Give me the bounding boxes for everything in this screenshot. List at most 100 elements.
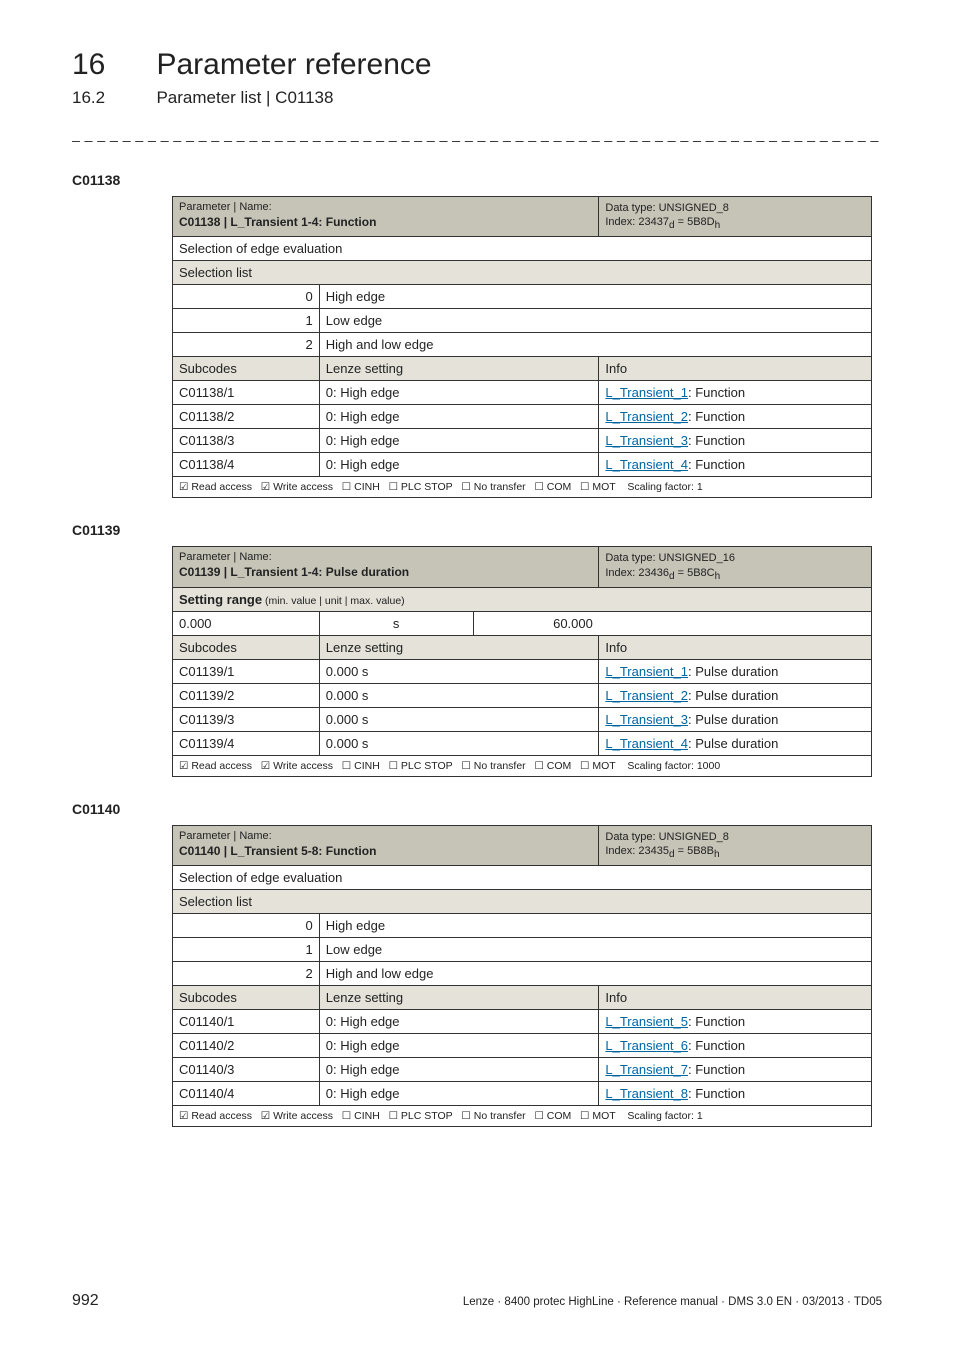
setting: 0: High edge: [319, 1058, 599, 1082]
sel-idx: 0: [173, 285, 320, 309]
write-access: ☑ Write access: [261, 760, 333, 772]
plc-access: ☐ PLC STOP: [389, 1110, 453, 1122]
scaling-factor: Scaling factor: 1: [627, 1110, 702, 1122]
table-row: C01140/30: High edgeL_Transient_7: Funct…: [173, 1058, 872, 1082]
setting-range-label: Setting range: [179, 592, 262, 607]
write-access: ☑ Write access: [261, 1110, 333, 1122]
lenze-setting-label: Lenze setting: [319, 357, 599, 381]
table-row: Selection of edge evaluation: [173, 237, 872, 261]
transient-link[interactable]: L_Transient_8: [605, 1086, 688, 1101]
link-suffix: : Function: [688, 457, 745, 472]
setting: 0.000 s: [319, 683, 599, 707]
table-row: Setting range (min. value | unit | max. …: [173, 587, 872, 611]
subcode: C01139/3: [173, 707, 320, 731]
transient-link[interactable]: L_Transient_7: [605, 1062, 688, 1077]
setting: 0.000 s: [319, 707, 599, 731]
transient-link[interactable]: L_Transient_1: [605, 664, 688, 679]
transient-link[interactable]: L_Transient_6: [605, 1038, 688, 1053]
data-type: Data type: UNSIGNED_8: [605, 202, 729, 214]
index-h: h: [714, 849, 720, 860]
page-footer: 992 Lenze · 8400 protec HighLine · Refer…: [72, 1292, 882, 1310]
sel-label: High and low edge: [319, 962, 599, 986]
table-row: Selection list: [173, 890, 872, 914]
table-row: Subcodes Lenze setting Info: [173, 357, 872, 381]
setting: 0: High edge: [319, 453, 599, 477]
range-max: 60.000: [473, 611, 599, 635]
chapter-number: 16: [72, 48, 152, 82]
subcodes-label: Subcodes: [173, 635, 320, 659]
link-suffix: : Pulse duration: [688, 664, 778, 679]
index-eq: = 5B8D: [675, 216, 715, 228]
table-header-row: Parameter | Name: C01140 | L_Transient 5…: [173, 825, 872, 865]
notransfer-access: ☐ No transfer: [461, 481, 525, 493]
index-h: h: [715, 220, 721, 231]
mot-access: ☐ MOT: [580, 481, 616, 493]
range-unit: s: [319, 611, 473, 635]
link-suffix: : Pulse duration: [688, 736, 778, 751]
page-number: 992: [72, 1292, 99, 1310]
plc-access: ☐ PLC STOP: [389, 760, 453, 772]
cinh-access: ☐ CINH: [342, 481, 380, 493]
table-row: 2High and low edge: [173, 333, 872, 357]
table-row: 0High edge: [173, 285, 872, 309]
setting-range-sub: (min. value | unit | max. value): [262, 595, 405, 607]
transient-link[interactable]: L_Transient_3: [605, 433, 688, 448]
table-c01140: Parameter | Name: C01140 | L_Transient 5…: [172, 825, 872, 1127]
param-name-label: Parameter | Name:: [179, 201, 592, 215]
table-row: Selection list: [173, 261, 872, 285]
section-heading: 16.2 Parameter list | C01138: [72, 88, 882, 108]
setting: 0.000 s: [319, 659, 599, 683]
notransfer-access: ☐ No transfer: [461, 760, 525, 772]
table-row: C01138/30: High edgeL_Transient_3: Funct…: [173, 429, 872, 453]
link-suffix: : Pulse duration: [688, 688, 778, 703]
divider-dashes: _ _ _ _ _ _ _ _ _ _ _ _ _ _ _ _ _ _ _ _ …: [72, 126, 882, 142]
link-suffix: : Function: [688, 1086, 745, 1101]
transient-link[interactable]: L_Transient_3: [605, 712, 688, 727]
link-suffix: : Function: [688, 1038, 745, 1053]
read-access: ☑ Read access: [179, 1110, 252, 1122]
info-label: Info: [599, 986, 872, 1010]
transient-link[interactable]: L_Transient_4: [605, 736, 688, 751]
subcode: C01138/3: [173, 429, 320, 453]
table-row: C01140/40: High edgeL_Transient_8: Funct…: [173, 1082, 872, 1106]
subcode: C01140/2: [173, 1034, 320, 1058]
transient-link[interactable]: L_Transient_2: [605, 688, 688, 703]
link-suffix: : Function: [688, 409, 745, 424]
com-access: ☐ COM: [534, 1110, 571, 1122]
setting: 0: High edge: [319, 1034, 599, 1058]
table-header-row: Parameter | Name: C01139 | L_Transient 1…: [173, 547, 872, 587]
table-c01138: Parameter | Name: C01138 | L_Transient 1…: [172, 196, 872, 498]
transient-link[interactable]: L_Transient_2: [605, 409, 688, 424]
table-row: C01138/20: High edgeL_Transient_2: Funct…: [173, 405, 872, 429]
table-row: 0.000 s 60.000: [173, 611, 872, 635]
subcode: C01138/1: [173, 381, 320, 405]
transient-link[interactable]: L_Transient_4: [605, 457, 688, 472]
access-row: ☑ Read access ☑ Write access ☐ CINH ☐ PL…: [173, 755, 872, 776]
subcode: C01140/1: [173, 1010, 320, 1034]
info-label: Info: [599, 357, 872, 381]
section-title: Parameter list | C01138: [156, 88, 333, 107]
footer-credit: Lenze · 8400 protec HighLine · Reference…: [463, 1296, 882, 1308]
param-code-title: C01138 | L_Transient 1-4: Function: [179, 215, 592, 229]
subcode: C01139/1: [173, 659, 320, 683]
mot-access: ☐ MOT: [580, 760, 616, 772]
write-access: ☑ Write access: [261, 481, 333, 493]
transient-link[interactable]: L_Transient_1: [605, 385, 688, 400]
subcode: C01138/4: [173, 453, 320, 477]
table-row: 1Low edge: [173, 938, 872, 962]
section-number: 16.2: [72, 88, 152, 108]
table-row: 1Low edge: [173, 309, 872, 333]
lenze-setting-label: Lenze setting: [319, 986, 599, 1010]
param-id-c01138: C01138: [72, 172, 882, 188]
table-row: 2High and low edge: [173, 962, 872, 986]
table-c01139: Parameter | Name: C01139 | L_Transient 1…: [172, 546, 872, 776]
table-row: C01139/20.000 sL_Transient_2: Pulse dura…: [173, 683, 872, 707]
sel-idx: 1: [173, 938, 320, 962]
setting: 0: High edge: [319, 1010, 599, 1034]
transient-link[interactable]: L_Transient_5: [605, 1014, 688, 1029]
sel-label: Low edge: [319, 938, 599, 962]
sel-idx: 2: [173, 333, 320, 357]
subcode: C01139/4: [173, 731, 320, 755]
selection-of-edge: Selection of edge evaluation: [173, 237, 872, 261]
setting: 0: High edge: [319, 429, 599, 453]
